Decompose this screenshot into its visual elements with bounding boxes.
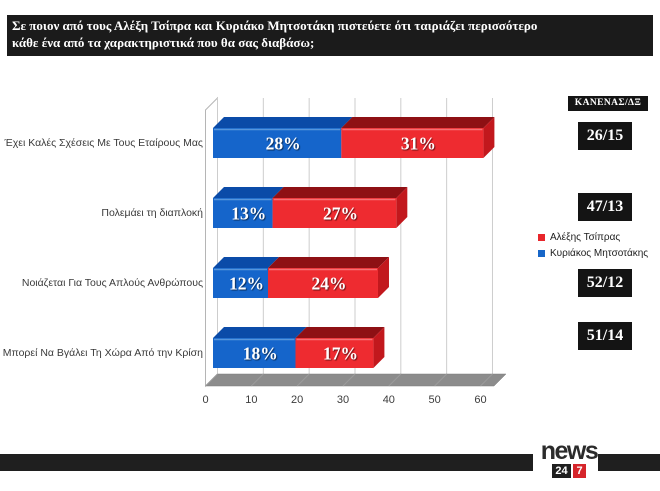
logo-news-text: news: [540, 437, 599, 465]
bar-value-label: 18%: [243, 344, 278, 364]
bar-front-face: [267, 268, 378, 298]
logo-24-box: 24: [552, 464, 571, 478]
bar-top-face: [213, 327, 307, 338]
floor-tick: [388, 373, 402, 387]
logo-7-box: 7: [573, 464, 586, 478]
bar-top-face: [272, 187, 408, 198]
none-dk-value-box: 52/12: [578, 269, 632, 297]
axis-tick-label: 10: [245, 394, 257, 406]
floor-tick: [480, 373, 493, 387]
none-dk-value-box: 47/13: [578, 193, 632, 221]
bar-top-face: [267, 257, 389, 268]
floor-tick: [250, 373, 264, 387]
legend-label-mitsotakis: Κυριάκος Μητσοτάκης: [550, 248, 649, 259]
bar-front-face: [213, 268, 268, 298]
floor-tick: [296, 373, 310, 387]
bar-front-face: [341, 128, 484, 158]
bar-top-face: [295, 327, 385, 338]
bar-value-label: 12%: [229, 274, 264, 294]
floor-tick: [342, 373, 356, 387]
axis-tick-label: 20: [291, 394, 303, 406]
bar-top-face: [341, 117, 495, 128]
bar-top-face: [213, 257, 279, 268]
bar-segment-mitsotakis: 28%: [213, 117, 353, 158]
bar-front-face: [213, 198, 273, 228]
bar-value-label: 17%: [323, 344, 358, 364]
logo-bar-left: [0, 454, 533, 471]
category-label: Νοιάζεται Για Τους Απλούς Ανθρώπους: [21, 276, 203, 289]
bar-value-label: 28%: [266, 134, 301, 154]
legend-item-mitsotakis: Κυριάκος Μητσοτάκης: [538, 248, 648, 259]
category-label: Μπορεί Να Βγάλει Τη Χώρα Από την Κρίση: [2, 346, 203, 359]
bar-side-face: [483, 117, 495, 158]
category-label: Πολεμάει τη διαπλοκή: [101, 206, 203, 219]
bar-segment-tsipras: 24%: [267, 257, 389, 298]
bar-front-face: [213, 338, 296, 368]
category-label: Έχει Καλές Σχέσεις Με Τους Εταίρους Μας: [4, 136, 203, 149]
legend-label-tsipras: Αλέξης Τσίπρας: [550, 232, 621, 243]
legend-item-tsipras: Αλέξης Τσίπρας: [538, 232, 648, 243]
legend-swatch-red: [538, 234, 545, 241]
logo-bar-right: [598, 454, 660, 471]
axis-tick-label: 50: [429, 394, 441, 406]
bar-segment-tsipras: 27%: [272, 187, 408, 228]
title-line1: Σε ποιον από τους Αλέξη Τσίπρα και Κυριά…: [12, 18, 538, 33]
title-line2: κάθε ένα από τα χαρακτηριστικά που θα σα…: [12, 34, 315, 50]
x-axis-labels: 0 10 20 30 40 50 60: [202, 394, 486, 406]
bars-group: 28% 31% 13% 27% 12% 24% 18% 17%: [213, 117, 495, 368]
bar-chart: 28% 31% 13% 27% 12% 24% 18% 17% 0 10 20 30 40 50 60: [202, 96, 507, 406]
none-dk-value-box: 26/15: [578, 122, 632, 150]
bar-side-face: [396, 187, 408, 228]
bar-value-label: 31%: [401, 134, 436, 154]
axis-tick-label: 30: [337, 394, 349, 406]
bar-segment-tsipras: 17%: [295, 327, 385, 368]
bar-segment-mitsotakis: 13%: [213, 187, 284, 228]
bar-segment-mitsotakis: 12%: [213, 257, 279, 298]
bar-top-face: [213, 187, 284, 198]
legend: Αλέξης Τσίπρας Κυριάκος Μητσοτάκης: [538, 232, 648, 264]
bar-front-face: [272, 198, 397, 228]
none-dk-header: ΚΑΝΕΝΑΣ/ΔΞ: [568, 96, 648, 111]
bar-value-label: 24%: [311, 274, 346, 294]
bar-segment-mitsotakis: 18%: [213, 327, 307, 368]
bar-side-face: [373, 327, 385, 368]
legend-swatch-blue: [538, 250, 545, 257]
bar-front-face: [295, 338, 374, 368]
bar-segment-tsipras: 31%: [341, 117, 495, 158]
axis-tick-label: 60: [474, 394, 486, 406]
chart-floor: [204, 373, 507, 387]
axis-tick-label: 40: [383, 394, 395, 406]
none-dk-value-box: 51/14: [578, 322, 632, 350]
floor-tick-lines: [205, 373, 493, 387]
bar-side-face: [377, 257, 389, 298]
bar-top-face: [213, 117, 353, 128]
title-banner: Σε ποιον από τους Αλέξη Τσίπρα και Κυριά…: [7, 15, 653, 57]
floor-tick: [205, 373, 218, 387]
bar-value-label: 13%: [231, 204, 266, 224]
bar-front-face: [213, 128, 342, 158]
bar-value-label: 27%: [323, 204, 358, 224]
floor-tick: [434, 373, 448, 387]
axis-tick-label: 0: [202, 394, 208, 406]
